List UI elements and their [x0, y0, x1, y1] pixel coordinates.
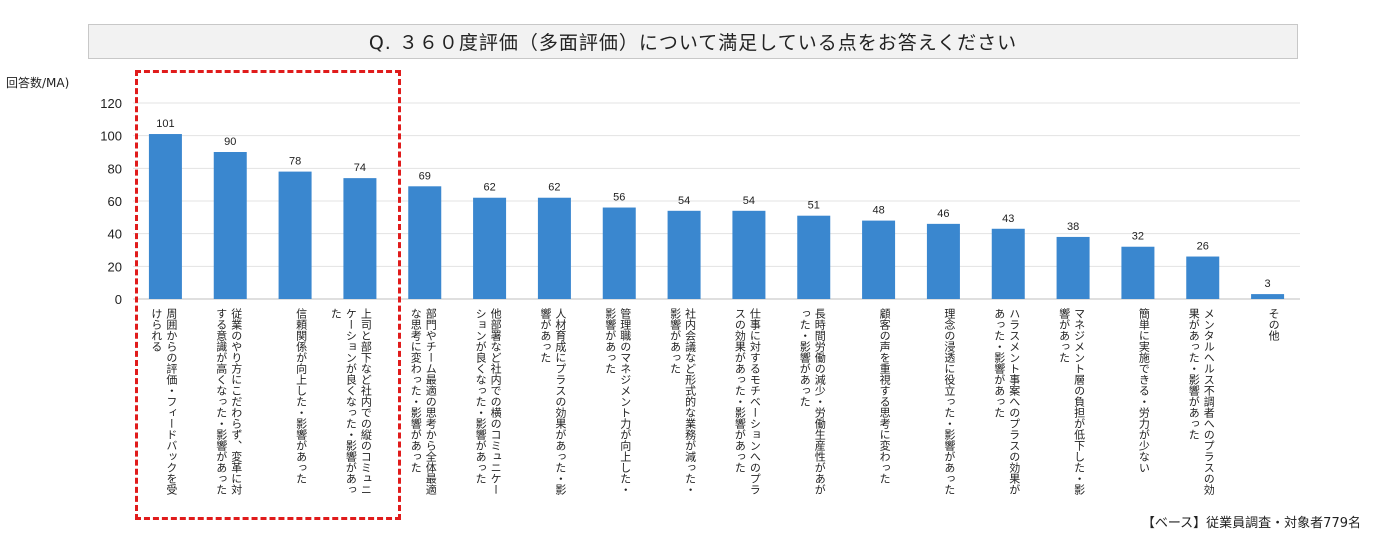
x-category-label-line: 他部署など社内での横のコミュニケー: [489, 308, 502, 495]
y-tick-label: 0: [115, 292, 122, 307]
x-category-label-line: 顧客の声を重視する思考に変わった: [878, 307, 891, 484]
x-category-label-line: 人材育成にプラスの効果があった・影: [554, 308, 567, 495]
bar-value-label: 54: [743, 195, 755, 207]
bar-value-label: 51: [808, 200, 820, 212]
bar: [213, 152, 247, 299]
bar-value-label: 78: [289, 156, 301, 168]
x-category-label-line: 周囲からの評価・フィードバックを受: [165, 308, 178, 496]
x-category-label-line: 簡単に実施できる・労力が少ない: [1137, 307, 1150, 473]
x-category-label-line: メンタルヘルス不調者へのプラスの効: [1202, 308, 1215, 496]
y-tick-label: 80: [108, 161, 122, 176]
x-category-label-line: 影響があった: [669, 308, 682, 374]
x-category-label-line: った・影響があった: [798, 308, 811, 407]
x-category-label: 簡単に実施できる・労力が少ない: [1137, 307, 1150, 473]
x-category-label: 管理職のマネジメント力が向上した・影響があった: [604, 307, 632, 495]
x-category-label-line: 仕事に対するモチベーションへのプラ: [748, 308, 761, 495]
x-category-label-line: 管理職のマネジメント力が向上した・: [619, 307, 632, 495]
x-category-label-line: する意識が高くなった・影響があった: [215, 308, 228, 495]
base-note: 【ベース】従業員調査・対象者779名: [1141, 516, 1361, 531]
x-category-label-line: 上司と部下など社内での縦のコミュニ: [359, 308, 372, 495]
x-category-label-line: た: [329, 308, 342, 319]
x-category-label: 社内会議など形式的な業務が減った・影響があった: [669, 307, 697, 495]
x-category-label: 信頼関係が向上した・影響があった: [295, 308, 308, 484]
bar: [1186, 256, 1220, 299]
bar-value-label: 69: [419, 170, 431, 182]
x-category-label-line: 従業のやり方にこだわらず、変革に対: [230, 308, 243, 495]
bar-value-label: 48: [872, 205, 884, 217]
y-axis-unit-label: 回答数/MA): [6, 76, 70, 90]
bar-value-label: 62: [548, 182, 560, 194]
bar: [343, 178, 377, 299]
bar: [1251, 294, 1285, 299]
x-category-label: 顧客の声を重視する思考に変わった: [878, 307, 891, 484]
bar-value-label: 101: [156, 118, 174, 130]
x-category-label-line: 響があった: [539, 307, 552, 363]
y-tick-label: 100: [100, 129, 122, 144]
x-category-label-line: 響があった: [1058, 307, 1071, 363]
x-category-label: その他: [1267, 308, 1280, 341]
bar-value-label: 26: [1197, 241, 1209, 253]
x-category-label-line: あった・影響があった: [993, 308, 1006, 418]
x-category-label-line: マネジメント層の負担が低下した・影: [1073, 308, 1086, 495]
x-category-label-line: その他: [1267, 308, 1280, 341]
bar: [1056, 236, 1090, 299]
x-category-label-line: ションが良くなった・影響があった: [474, 308, 487, 484]
y-tick-label: 40: [108, 227, 122, 242]
x-category-label: 理念の浸透に役立った・影響があった: [943, 308, 956, 495]
bar: [602, 207, 636, 299]
bar: [1121, 246, 1155, 299]
chart-title: Q. ３６０度評価（多面評価）について満足している点をお答えください: [88, 24, 1298, 59]
x-category-label-line: スの効果があった・影響があった: [733, 308, 746, 473]
bar-value-label: 32: [1132, 231, 1144, 243]
bar: [537, 197, 571, 299]
y-tick-label: 20: [108, 259, 122, 274]
x-category-label-line: な思考に変わった・影響があった: [409, 308, 422, 473]
bar: [408, 186, 442, 299]
bar: [667, 210, 701, 299]
bar-value-label: 3: [1265, 278, 1271, 290]
bar-value-label: 90: [224, 136, 236, 148]
bar: [732, 210, 766, 299]
bar-value-label: 74: [354, 162, 366, 174]
x-category-label-line: 理念の浸透に役立った・影響があった: [943, 308, 956, 495]
x-category-label: マネジメント層の負担が低下した・影響があった: [1058, 307, 1086, 495]
bar: [148, 134, 182, 299]
x-category-label: 人材育成にプラスの効果があった・影響があった: [539, 307, 567, 495]
x-category-label-line: 社内会議など形式的な業務が減った・: [684, 307, 697, 495]
bar-value-label: 62: [483, 182, 495, 194]
bar-value-label: 46: [937, 208, 949, 220]
bar: [473, 197, 507, 299]
bar-value-label: 54: [678, 195, 690, 207]
y-tick-label: 120: [100, 96, 122, 111]
x-category-label-line: ケーションが良くなった・影響があっ: [344, 308, 357, 495]
y-tick-label: 60: [108, 194, 122, 209]
x-category-label-line: けられる: [150, 308, 163, 352]
bar-value-label: 56: [613, 192, 625, 204]
bar: [278, 171, 312, 299]
x-category-label-line: 信頼関係が向上した・影響があった: [295, 308, 308, 484]
bar-value-label: 43: [1002, 213, 1014, 225]
x-category-label-line: 部門やチーム最適の思考から全体最適: [424, 307, 437, 495]
x-category-label-line: ハラスメント事案へのプラスの効果が: [1008, 308, 1021, 495]
bar: [797, 215, 831, 299]
bar: [991, 228, 1025, 299]
bar-value-label: 38: [1067, 221, 1079, 233]
highlight-frame: [135, 70, 401, 520]
x-category-label-line: 果があった・影響があった: [1187, 308, 1200, 440]
bar: [862, 220, 896, 299]
x-category-label-line: 影響があった: [604, 308, 617, 374]
x-category-label-line: 長時間労働の減少・労働生産性があが: [813, 308, 826, 495]
bar: [926, 223, 960, 299]
